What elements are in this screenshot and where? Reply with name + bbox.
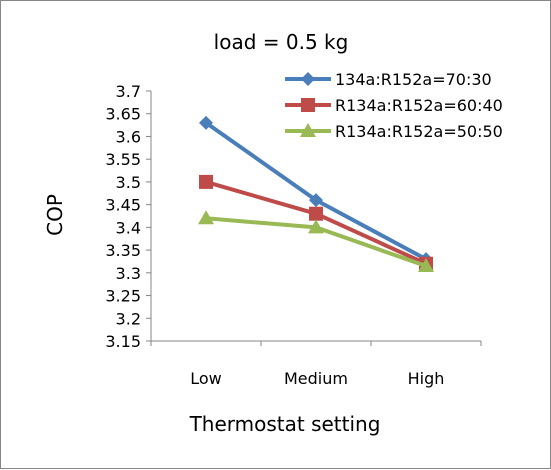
series-2-point	[199, 174, 213, 189]
legend-label-3: R134a:R152a=50:50	[335, 122, 503, 141]
y-tick-label: 3.15	[105, 332, 141, 351]
legend-marker-1	[301, 72, 315, 86]
y-tick-label: 3.2	[116, 309, 141, 328]
y-tick-label: 3.4	[116, 218, 141, 237]
series-3-point	[308, 219, 324, 234]
legend-marker-2	[301, 98, 315, 112]
x-tick-label: High	[408, 369, 445, 388]
legend-marker-3	[300, 123, 316, 137]
y-tick-label: 3.35	[105, 241, 141, 260]
y-axis-title: COP	[43, 194, 67, 236]
y-tick-label: 3.6	[116, 127, 141, 146]
series-1-point	[309, 193, 323, 208]
x-axis-title: Thermostat setting	[189, 412, 381, 436]
x-tick-label: Medium	[284, 369, 348, 388]
legend: 134a:R152a=70:30 R134a:R152a=60:40 R134a:R…	[285, 70, 503, 141]
series-2-point	[309, 206, 323, 221]
legend-label-2: R134a:R152a=60:40	[335, 96, 503, 115]
x-tick-label: Low	[190, 369, 222, 388]
legend-label-1: 134a:R152a=70:30	[335, 70, 492, 89]
y-tick-label: 3.45	[105, 196, 141, 215]
y-tick-label: 3.55	[105, 150, 141, 169]
series-3-point	[198, 210, 214, 225]
y-tick-label: 3.3	[116, 264, 141, 283]
y-tick-label: 3.5	[116, 173, 141, 192]
chart-title: load = 0.5 kg	[214, 30, 349, 54]
series-3-point	[418, 258, 434, 272]
y-tick-label: 3.7	[116, 82, 141, 101]
plot-area: 3.15 3.2 3.25 3.3 3.35 3.4 3.45 3.5 3.55 3.6 3.65 3…	[105, 82, 482, 388]
series-1-point	[199, 115, 213, 130]
y-tick-label: 3.25	[105, 287, 141, 306]
y-tick-label: 3.65	[105, 105, 141, 124]
